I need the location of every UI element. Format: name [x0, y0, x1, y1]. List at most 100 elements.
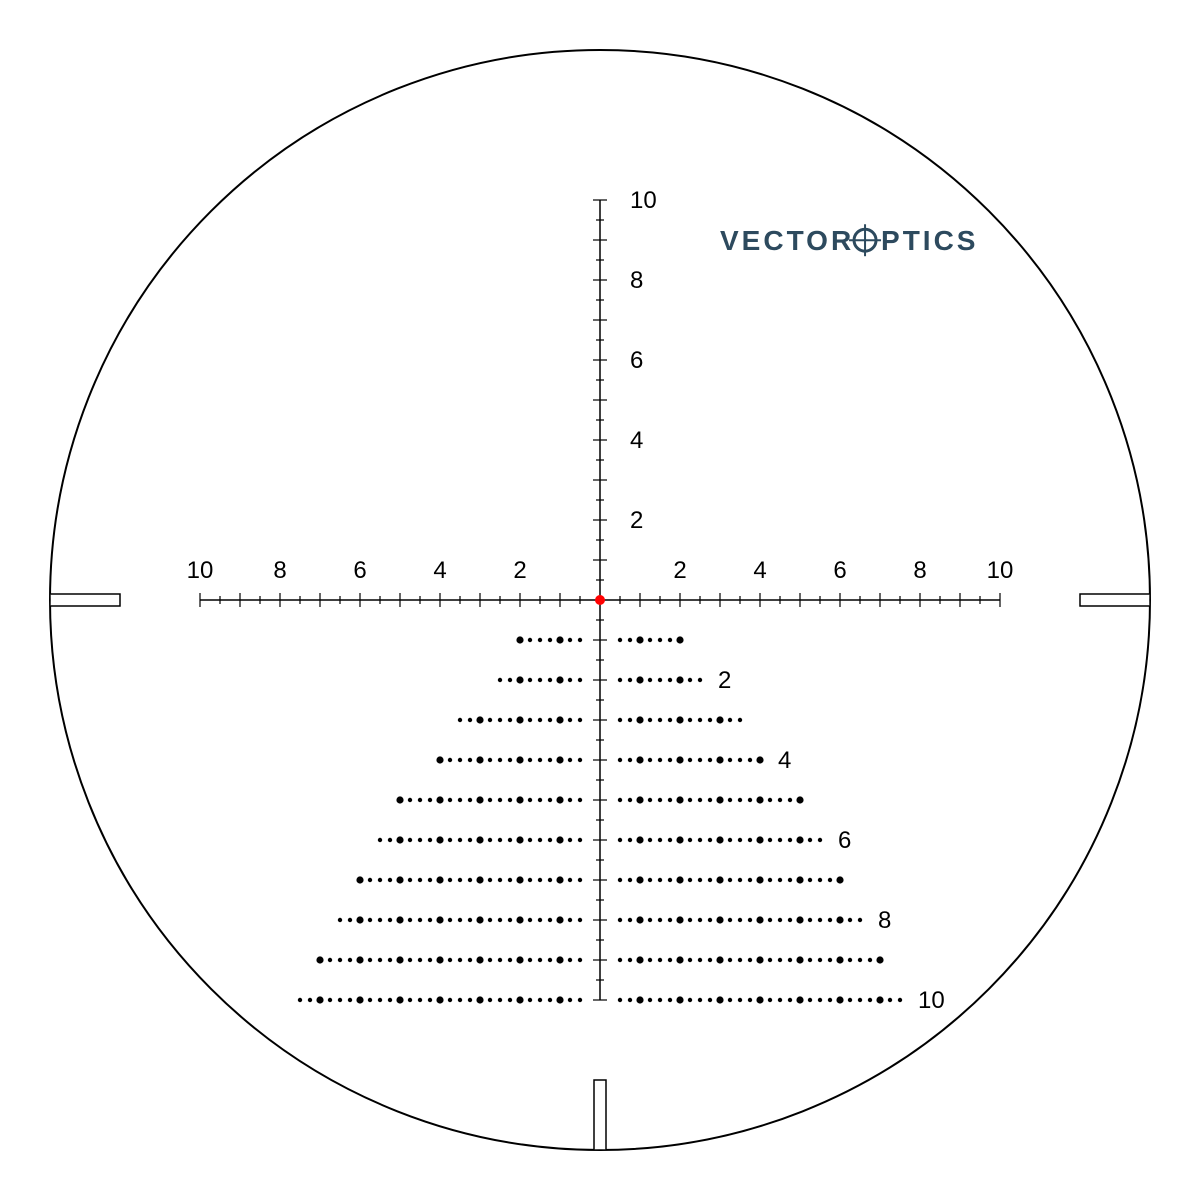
- tree-dot: [396, 996, 403, 1003]
- tree-dot: [756, 756, 763, 763]
- tree-dot: [516, 716, 523, 723]
- axis-label-top: 2: [630, 507, 643, 534]
- tree-dot: [756, 916, 763, 923]
- tree-dot: [538, 958, 542, 962]
- tree-dot: [876, 956, 883, 963]
- tree-dot: [488, 998, 492, 1002]
- tree-dot: [756, 836, 763, 843]
- tree-dot: [408, 878, 412, 882]
- tree-dot: [528, 638, 532, 642]
- tree-dot: [738, 958, 742, 962]
- tree-dot: [316, 956, 323, 963]
- tree-dot: [316, 996, 323, 1003]
- tree-dot: [698, 878, 702, 882]
- tree-row-label: 8: [878, 907, 891, 934]
- tree-dot: [648, 878, 652, 882]
- tree-dot: [338, 958, 342, 962]
- axis-label-left: 4: [433, 557, 446, 584]
- tree-dot: [448, 798, 452, 802]
- tree-dot: [698, 758, 702, 762]
- tree-dot: [788, 998, 792, 1002]
- tree-dot: [708, 958, 712, 962]
- tree-dot: [668, 958, 672, 962]
- tree-dot: [648, 718, 652, 722]
- tree-dot: [836, 996, 843, 1003]
- tree-dot: [716, 796, 723, 803]
- tree-dot: [538, 838, 542, 842]
- tree-dot: [388, 838, 392, 842]
- tree-dot: [408, 958, 412, 962]
- tree-dot: [658, 878, 662, 882]
- tree-dot: [618, 918, 622, 922]
- tree-dot: [476, 796, 483, 803]
- tree-dot: [818, 918, 822, 922]
- tree-dot: [516, 676, 523, 683]
- tree-dot: [476, 956, 483, 963]
- tree-dot: [688, 718, 692, 722]
- tree-dot: [488, 718, 492, 722]
- tree-dot: [556, 996, 563, 1003]
- tree-dot: [448, 958, 452, 962]
- tree-dot: [458, 838, 462, 842]
- tree-dot: [778, 798, 782, 802]
- tree-dot: [618, 998, 622, 1002]
- tree-dot: [698, 838, 702, 842]
- tree-dot: [516, 876, 523, 883]
- tree-dot: [848, 918, 852, 922]
- tree-dot: [738, 798, 742, 802]
- tree-dot: [796, 916, 803, 923]
- tree-dot: [716, 916, 723, 923]
- tree-dot: [368, 998, 372, 1002]
- tree-dot: [356, 996, 363, 1003]
- tree-dot: [688, 678, 692, 682]
- tree-dot: [548, 638, 552, 642]
- tree-dot: [636, 996, 643, 1003]
- tree-dot: [768, 798, 772, 802]
- tree-dot: [568, 878, 572, 882]
- tree-dot: [538, 638, 542, 642]
- tree-dot: [738, 718, 742, 722]
- tree-dot: [668, 918, 672, 922]
- tree-dot: [618, 878, 622, 882]
- tree-dot: [768, 918, 772, 922]
- tree-dot: [578, 838, 582, 842]
- tree-dot: [636, 676, 643, 683]
- tree-row-label: 6: [838, 827, 851, 854]
- tree-dot: [728, 758, 732, 762]
- tree-dot: [636, 876, 643, 883]
- tree-dot: [688, 878, 692, 882]
- tree-dot: [668, 638, 672, 642]
- tree-dot: [508, 798, 512, 802]
- tree-dot: [556, 716, 563, 723]
- tree-dot: [868, 958, 872, 962]
- tree-dot: [728, 958, 732, 962]
- tree-dot: [468, 758, 472, 762]
- tree-dot: [538, 678, 542, 682]
- tree-dot: [568, 758, 572, 762]
- tree-dot: [636, 956, 643, 963]
- tree-dot: [628, 758, 632, 762]
- tree-dot: [858, 958, 862, 962]
- tree-dot: [848, 958, 852, 962]
- tree-dot: [498, 838, 502, 842]
- tree-dot: [708, 758, 712, 762]
- tree-dot: [396, 796, 403, 803]
- tree-dot: [628, 878, 632, 882]
- tree-dot: [368, 918, 372, 922]
- tree-dot: [636, 636, 643, 643]
- tree-dot: [516, 956, 523, 963]
- tree-dot: [528, 678, 532, 682]
- tree-dot: [418, 958, 422, 962]
- tree-dot: [548, 878, 552, 882]
- tree-dot: [468, 798, 472, 802]
- tree-dot: [858, 998, 862, 1002]
- tree-dot: [828, 958, 832, 962]
- brand-logo: VECTORPTICS: [720, 224, 979, 256]
- tree-dot: [628, 958, 632, 962]
- tree-dot: [418, 918, 422, 922]
- tree-dot: [436, 836, 443, 843]
- tree-dot: [476, 716, 483, 723]
- axis-label-top: 8: [630, 267, 643, 294]
- tree-dot: [348, 958, 352, 962]
- tree-dot: [568, 838, 572, 842]
